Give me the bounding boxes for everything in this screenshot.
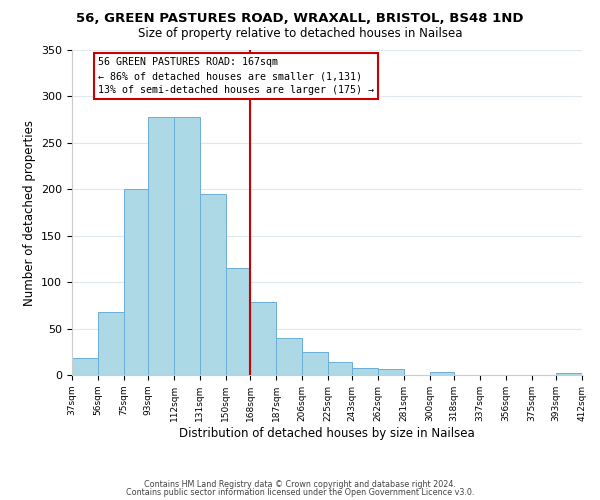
X-axis label: Distribution of detached houses by size in Nailsea: Distribution of detached houses by size … xyxy=(179,426,475,440)
Text: 56, GREEN PASTURES ROAD, WRAXALL, BRISTOL, BS48 1ND: 56, GREEN PASTURES ROAD, WRAXALL, BRISTO… xyxy=(76,12,524,26)
Bar xyxy=(430,372,454,375)
Bar xyxy=(302,352,328,375)
Bar xyxy=(72,358,98,375)
Bar xyxy=(174,117,200,375)
Bar xyxy=(328,362,352,375)
Text: Contains HM Land Registry data © Crown copyright and database right 2024.: Contains HM Land Registry data © Crown c… xyxy=(144,480,456,489)
Bar xyxy=(98,312,124,375)
Bar xyxy=(276,338,302,375)
Bar xyxy=(250,302,276,375)
Y-axis label: Number of detached properties: Number of detached properties xyxy=(23,120,35,306)
Bar xyxy=(200,194,226,375)
Bar xyxy=(352,368,378,375)
Text: Size of property relative to detached houses in Nailsea: Size of property relative to detached ho… xyxy=(138,28,462,40)
Bar xyxy=(378,368,404,375)
Bar xyxy=(124,190,148,375)
Bar xyxy=(226,268,250,375)
Bar xyxy=(556,373,582,375)
Text: Contains public sector information licensed under the Open Government Licence v3: Contains public sector information licen… xyxy=(126,488,474,497)
Bar xyxy=(148,117,174,375)
Text: 56 GREEN PASTURES ROAD: 167sqm
← 86% of detached houses are smaller (1,131)
13% : 56 GREEN PASTURES ROAD: 167sqm ← 86% of … xyxy=(98,58,374,96)
